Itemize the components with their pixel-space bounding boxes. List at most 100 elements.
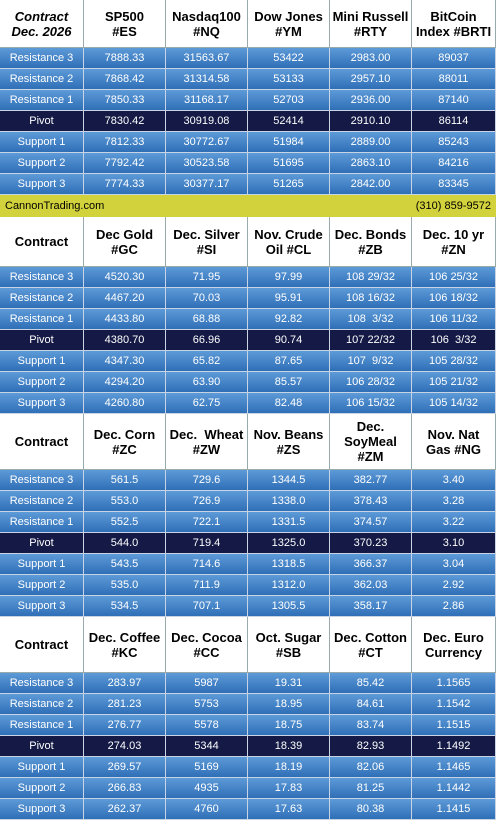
value-cell: 5578 [166,715,248,736]
value-cell: 281.23 [84,694,166,715]
value-cell: 4260.80 [84,393,166,414]
header-text: BitCoin [430,8,477,24]
row-label-text: Support 2 [17,782,66,794]
value-text: 108 29/32 [346,271,395,283]
value-cell: 105 14/32 [412,393,496,414]
value-text: 366.37 [353,558,388,570]
row-label: Support 1 [0,554,84,575]
value-cell: 70.03 [166,288,248,309]
row-label: Resistance 2 [0,491,84,512]
value-text: 105 14/32 [429,397,478,409]
value-text: 1.1515 [436,719,471,731]
value-text: 97.99 [274,271,303,283]
row-label: Support 2 [0,372,84,393]
row-label: Support 3 [0,393,84,414]
header-text: Dec. Euro [423,629,484,645]
value-cell: 1318.5 [248,554,330,575]
value-cell: 108 29/32 [330,267,412,288]
value-cell: 4467.20 [84,288,166,309]
value-cell: 362.03 [330,575,412,596]
value-text: 30377.17 [183,178,230,190]
value-cell: 269.57 [84,757,166,778]
phone: (310) 859-9572 [415,200,491,212]
value-cell: 82.06 [330,757,412,778]
value-cell: 283.97 [84,673,166,694]
row-label-text: Pivot [29,115,54,127]
value-cell: 544.0 [84,533,166,554]
value-cell: 2.92 [412,575,496,596]
value-text: 561.5 [110,474,139,486]
value-text: 4347.30 [104,355,145,367]
value-cell: 378.43 [330,491,412,512]
value-text: 51984 [273,136,304,148]
value-cell: 374.57 [330,512,412,533]
header-text: #SB [275,644,302,660]
value-cell: 52703 [248,90,330,111]
value-cell: 92.82 [248,309,330,330]
value-cell: 53133 [248,69,330,90]
row-label: Resistance 1 [0,90,84,111]
row-label: Support 2 [0,778,84,799]
header-cell: Dec Gold #GC [84,217,166,267]
row-label: Resistance 1 [0,715,84,736]
header-cell: Mini Russell #RTY [330,0,412,48]
value-text: 726.9 [192,495,221,507]
contact-banner: CannonTrading.com (310) 859-9572 [0,195,496,217]
value-text: 2.92 [442,579,465,591]
row-label: Support 3 [0,799,84,820]
value-cell: 51984 [248,132,330,153]
value-cell: 1.1415 [412,799,496,820]
value-text: 3.04 [442,558,465,570]
value-cell: 68.88 [166,309,248,330]
row-label: Resistance 3 [0,470,84,491]
value-cell: 1344.5 [248,470,330,491]
header-cell: SP500 #ES [84,0,166,48]
value-cell: 106 15/32 [330,393,412,414]
value-cell: 65.82 [166,351,248,372]
value-text: 1305.5 [271,600,306,612]
value-cell: 534.5 [84,596,166,617]
value-text: 7850.33 [104,94,145,106]
value-cell: 274.03 [84,736,166,757]
header-text: Nov. Beans [253,426,324,442]
value-cell: 7792.42 [84,153,166,174]
value-cell: 1.1442 [412,778,496,799]
value-cell: 4294.20 [84,372,166,393]
header-text: Dec Gold [95,226,154,242]
value-cell: 7868.42 [84,69,166,90]
value-text: 51695 [273,157,304,169]
value-text: 107 9/32 [347,355,394,367]
value-text: 87.65 [274,355,303,367]
value-text: 89037 [438,52,469,64]
header-cell: Oct. Sugar #SB [248,617,330,673]
header-cell: Dow Jones #YM [248,0,330,48]
value-cell: 97.99 [248,267,330,288]
value-text: 1.1442 [436,782,471,794]
row-label: Support 1 [0,757,84,778]
value-cell: 719.4 [166,533,248,554]
row-label-text: Support 2 [17,579,66,591]
value-text: 281.23 [107,698,142,710]
value-cell: 1325.0 [248,533,330,554]
value-cell: 31563.67 [166,48,248,69]
value-text: 552.5 [110,516,139,528]
row-label-text: Resistance 1 [9,94,74,106]
row-label-text: Support 1 [17,136,66,148]
value-text: 544.0 [110,537,139,549]
value-cell: 4433.80 [84,309,166,330]
value-cell: 19.31 [248,673,330,694]
row-label: Support 2 [0,153,84,174]
header-text: #ZN [441,241,466,257]
value-text: 95.91 [274,292,303,304]
value-cell: 1.1492 [412,736,496,757]
value-text: 5987 [194,677,219,689]
value-text: 7868.42 [104,73,145,85]
row-label-text: Support 1 [17,761,66,773]
value-text: 719.4 [192,537,221,549]
website: CannonTrading.com [5,200,105,212]
row-label-text: Resistance 1 [9,516,74,528]
header-cell: Contract [0,617,84,673]
value-cell: 17.63 [248,799,330,820]
row-label: Resistance 1 [0,309,84,330]
value-text: 382.77 [353,474,388,486]
